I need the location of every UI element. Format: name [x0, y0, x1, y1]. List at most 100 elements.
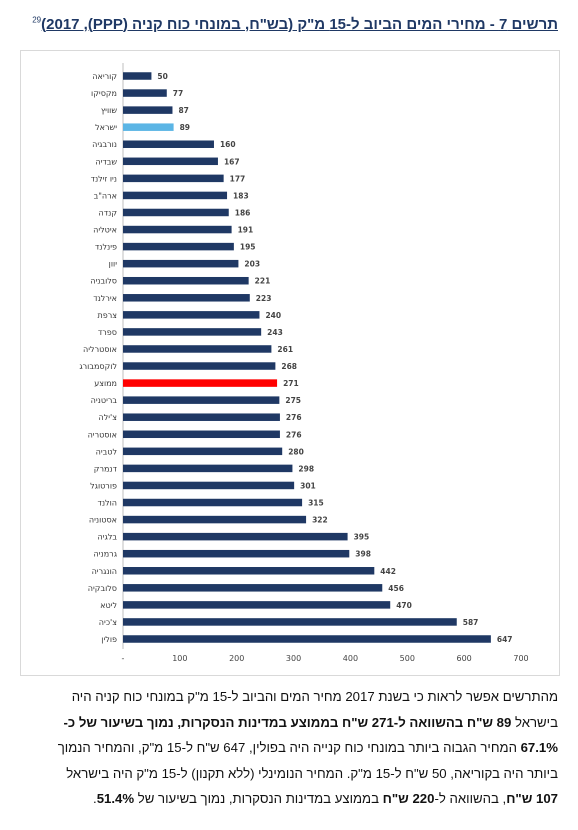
paragraph-line-4: ביותר היה בקוריאה, 50 ש"ח ל-15 מ"ק. המחי… — [66, 765, 558, 781]
summary-paragraph: מהתרשים אפשר לראות כי בשנת 2017 מחיר המי… — [20, 684, 558, 812]
category-label: הונגריה — [92, 567, 117, 576]
data-label: 191 — [238, 226, 254, 235]
bar — [123, 208, 229, 217]
bar — [123, 447, 283, 456]
x-tick-label: 100 — [172, 654, 187, 663]
bar — [123, 515, 307, 524]
paragraph-line-5f: . — [93, 791, 97, 806]
bar — [123, 498, 303, 507]
data-label: 587 — [463, 618, 479, 627]
data-label: 442 — [380, 567, 396, 576]
bar — [123, 311, 260, 319]
data-label: 243 — [267, 328, 283, 337]
paragraph-line-2b: 89 ש"ח בהשוואה ל-271 ש"ח בממוצע במדינות … — [63, 714, 512, 730]
category-label: פולין — [101, 635, 117, 644]
category-label: ממוצע — [94, 379, 117, 388]
data-label: 221 — [255, 277, 271, 286]
data-label: 647 — [497, 635, 513, 644]
category-label: לוקסמבורג — [79, 362, 117, 371]
data-label: 87 — [178, 106, 188, 115]
category-label: ישראל — [95, 123, 117, 132]
data-label: 261 — [277, 345, 293, 354]
category-label: פורטוגל — [90, 481, 117, 490]
bar — [123, 549, 350, 558]
data-label: 276 — [286, 413, 302, 422]
category-label: סלובניה — [90, 277, 117, 286]
bar — [123, 413, 280, 421]
bar — [123, 396, 280, 404]
data-label: 280 — [288, 447, 304, 456]
paragraph-line-5c: 220 ש"ח — [382, 791, 435, 806]
data-label: 395 — [354, 533, 370, 542]
category-label: ליטא — [100, 601, 117, 610]
bar — [123, 225, 232, 234]
category-label: אוסטריה — [88, 430, 117, 439]
data-label: 77 — [173, 89, 183, 98]
bar — [123, 584, 383, 592]
bar — [123, 635, 491, 643]
chart-title-container: תרשים 7 - מחירי המים הביוב ל-15 מ"ק (בש"… — [20, 14, 558, 42]
data-label: 315 — [308, 499, 324, 508]
category-label: ספרד — [98, 328, 117, 337]
x-tick-label: 200 — [229, 654, 244, 663]
data-label: 50 — [157, 72, 167, 81]
bar — [123, 106, 173, 114]
data-label: 177 — [230, 174, 246, 183]
bar — [123, 276, 249, 285]
category-label: צרפת — [97, 311, 117, 320]
paragraph-line-5d: בממוצע במדינות הנסקרות, נמוך בשיעור של — [134, 791, 383, 806]
bar — [123, 259, 239, 268]
bar — [123, 362, 276, 370]
bar — [123, 328, 262, 336]
category-label: איטליה — [93, 226, 117, 235]
bar — [123, 567, 375, 575]
data-label: 89 — [180, 123, 190, 132]
data-label: 322 — [312, 516, 328, 525]
paragraph-line-5e: 51.4% — [96, 791, 135, 806]
data-label: 186 — [235, 208, 251, 217]
bar — [123, 140, 214, 148]
bar — [123, 618, 457, 626]
data-label: 195 — [240, 243, 256, 252]
bar — [123, 123, 174, 131]
paragraph-line-2a: בישראל — [511, 714, 558, 730]
data-label: 223 — [256, 294, 272, 303]
chart-title: תרשים 7 - מחירי המים הביוב ל-15 מ"ק (בש"… — [41, 16, 558, 33]
category-label: ניו זילנד — [91, 174, 117, 183]
category-label: שוויץ — [101, 106, 117, 115]
bar — [123, 379, 278, 387]
data-label: 456 — [388, 584, 404, 593]
bar — [123, 430, 280, 439]
data-label: 240 — [265, 311, 281, 320]
data-label: 398 — [355, 550, 371, 559]
category-label: ארה"ב — [94, 191, 117, 200]
bar — [123, 532, 348, 541]
data-label: 301 — [300, 481, 316, 490]
category-label: סלובקיה — [88, 584, 117, 593]
data-label: 167 — [224, 157, 240, 166]
bar — [123, 345, 272, 353]
x-tick-label: 400 — [343, 654, 358, 663]
bar — [123, 481, 295, 490]
x-tick-label: 600 — [456, 654, 471, 663]
data-label: 271 — [283, 379, 299, 388]
bar — [123, 157, 218, 166]
bar — [123, 89, 167, 97]
category-label: צ'ילה — [98, 413, 117, 422]
bar — [123, 294, 250, 302]
data-label: 268 — [281, 362, 297, 371]
category-label: יוון — [109, 260, 118, 269]
x-tick-label: - — [122, 654, 125, 663]
bar — [123, 191, 228, 200]
paragraph-line-5b: , בהשוואה ל- — [434, 791, 507, 806]
x-tick-label: 700 — [513, 654, 528, 663]
category-label: אסטוניה — [89, 516, 117, 525]
bar — [123, 242, 234, 251]
bar — [123, 464, 293, 473]
x-tick-label: 500 — [400, 654, 415, 663]
paragraph-line-5a: 107 ש"ח — [506, 791, 558, 806]
category-label: אוסטרליה — [83, 345, 117, 354]
data-label: 298 — [298, 464, 314, 473]
category-label: לטביה — [96, 447, 117, 456]
